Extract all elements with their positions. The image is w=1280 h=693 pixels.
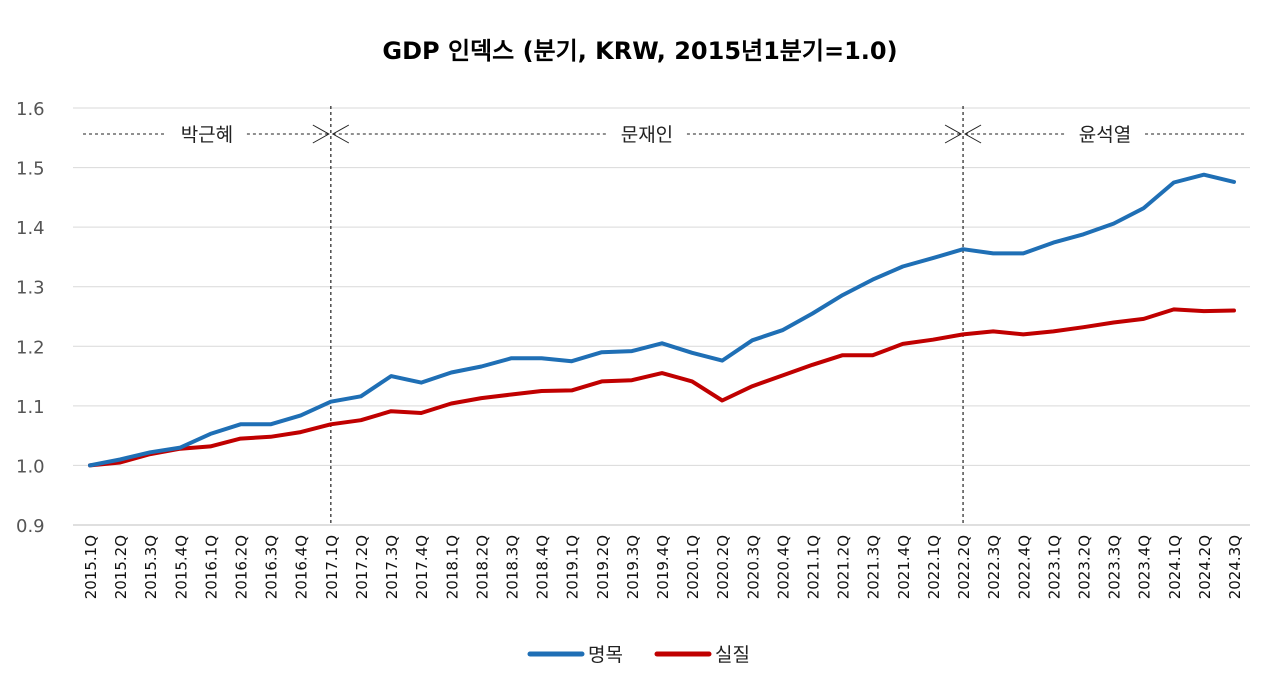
x-tick-label: 2018.3Q [503,535,521,599]
x-tick-label: 2016.3Q [263,535,281,599]
x-tick-label: 2020.4Q [774,535,792,599]
series-lines [88,172,1236,468]
x-tick-label: 2021.2Q [835,535,853,599]
x-tick-label: 2019.4Q [654,535,672,599]
y-tick-label: 1.1 [16,397,45,418]
arrowhead-left [964,124,982,144]
period-label: 문재인 [621,124,673,146]
arrowhead-right [944,124,963,144]
x-tick-label: 2024.2Q [1196,535,1214,599]
period-annotation: 윤석열 [964,124,1247,146]
y-tick-label: 1.5 [16,159,45,180]
x-tick-label: 2018.1Q [443,535,461,599]
x-tick-label: 2021.1Q [805,535,823,599]
x-tick-label: 2022.4Q [1015,535,1033,599]
x-tick-label: 2016.1Q [202,535,220,599]
x-tick-label: 2015.3Q [142,535,160,599]
y-tick-label: 1.0 [16,456,45,477]
legend: 명목 실질 [527,644,750,666]
period-label: 박근혜 [181,124,233,146]
period-annotation: 문재인 [331,124,963,146]
x-tick-label: 2015.4Q [172,535,190,599]
x-tick-label: 2022.3Q [985,535,1003,599]
x-tick-label: 2017.2Q [353,535,371,599]
y-tick-label: 1.4 [16,218,45,239]
x-tick-label: 2024.1Q [1166,535,1184,599]
x-tick-label: 2017.4Q [413,535,431,599]
x-tick-label: 2022.1Q [925,535,943,599]
x-tick-label: 2021.4Q [895,535,913,599]
legend-label-실질: 실질 [715,644,750,666]
x-tick-label: 2019.1Q [564,535,582,599]
legend-label-명목: 명목 [588,644,623,666]
arrowhead-right [312,124,330,144]
x-tick-label: 2019.2Q [594,535,612,599]
x-tick-label: 2023.4Q [1136,535,1154,599]
period-annotation: 박근혜 [83,124,330,146]
x-tick-label: 2023.1Q [1045,535,1063,599]
x-tick-label: 2015.2Q [112,535,130,599]
x-tick-label: 2023.3Q [1106,535,1124,599]
y-axis-ticks: 0.9 1.0 1.1 1.2 1.3 1.4 1.5 1.6 [16,99,45,537]
series-line-실질 [88,307,1236,468]
y-tick-label: 1.3 [16,278,45,299]
x-tick-label: 2019.3Q [624,535,642,599]
y-tick-label: 1.2 [16,337,45,358]
chart-title: GDP 인덱스 (분기, KRW, 2015년1분기=1.0) [382,37,897,65]
x-tick-label: 2020.2Q [714,535,732,599]
x-tick-label: 2018.2Q [473,535,491,599]
x-tick-label: 2020.3Q [744,535,762,599]
period-dividers [330,106,964,525]
arrowhead-left [331,124,350,144]
period-label: 윤석열 [1079,124,1131,146]
x-tick-label: 2021.3Q [865,535,883,599]
x-tick-label: 2024.3Q [1226,535,1244,599]
y-tick-label: 1.6 [16,99,45,120]
x-tick-label: 2016.2Q [233,535,251,599]
series-line-명목 [88,172,1236,468]
x-tick-label: 2017.1Q [323,535,341,599]
x-tick-label: 2023.2Q [1075,535,1093,599]
x-tick-label: 2016.4Q [293,535,311,599]
x-tick-label: 2017.3Q [383,535,401,599]
y-tick-label: 0.9 [16,516,45,537]
x-tick-label: 2018.4Q [534,535,552,599]
x-tick-label: 2020.1Q [684,535,702,599]
gridlines [73,107,1250,526]
x-tick-label: 2015.1Q [82,535,100,599]
x-tick-label: 2022.2Q [955,535,973,599]
period-annotations: 박근혜 문재인 윤석열 [83,124,1247,146]
x-axis-ticks: 2015.1Q 2015.2Q 2015.3Q 2015.4Q 2016.1Q 2016.… [82,535,1244,599]
